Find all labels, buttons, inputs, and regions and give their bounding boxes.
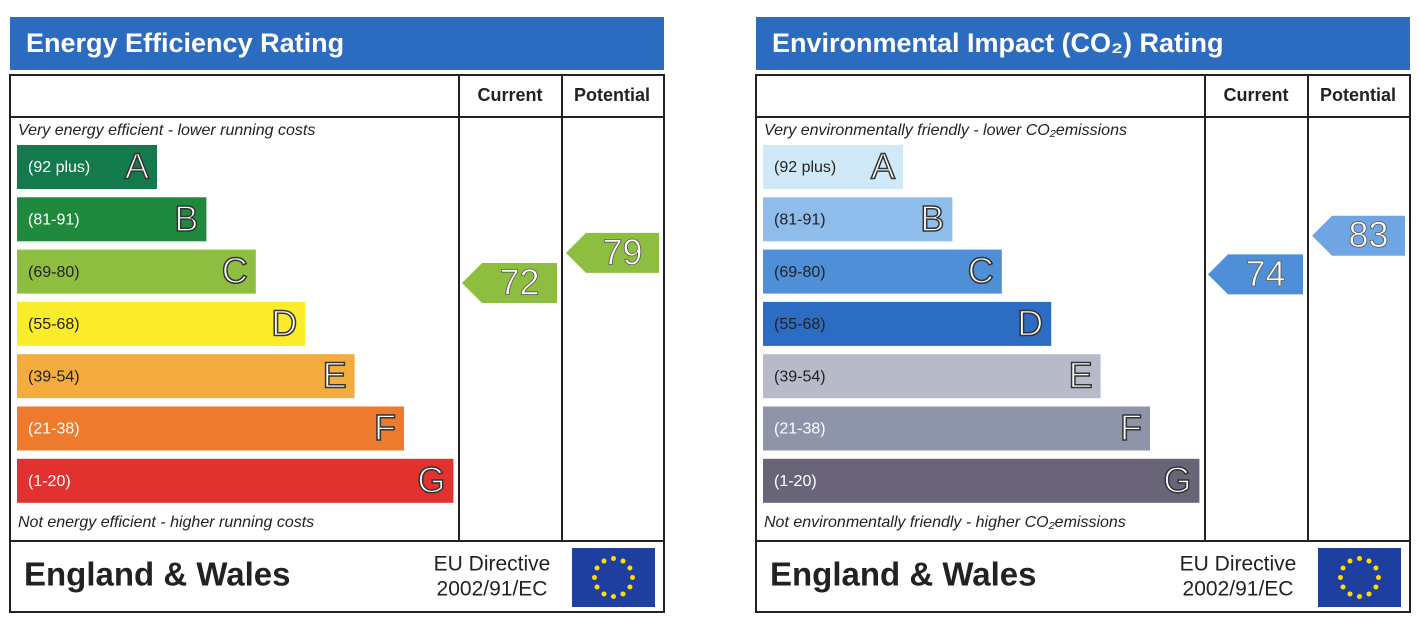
band-range: (92 plus)	[774, 159, 836, 176]
column-header: Potential	[1320, 85, 1396, 105]
flag-star	[627, 565, 633, 571]
band	[763, 354, 1101, 399]
bottom-note: Not energy efficient - higher running co…	[18, 514, 314, 531]
directive: EU Directive	[1180, 553, 1297, 576]
flag-star	[1347, 558, 1353, 564]
band-letter: A	[871, 146, 895, 187]
column-header: Current	[1223, 85, 1288, 105]
band-letter: B	[920, 198, 944, 239]
column-header: Current	[477, 85, 542, 105]
band	[763, 249, 1002, 294]
band-range: (81-91)	[774, 212, 826, 229]
flag-star	[1376, 575, 1381, 580]
band-range: (1-20)	[774, 473, 817, 490]
flag-star	[1340, 584, 1346, 590]
band-range: (69-80)	[774, 264, 826, 281]
band-letter: C	[222, 250, 248, 291]
title-bar	[10, 17, 664, 70]
rating-arrow	[462, 263, 557, 303]
flag-star	[1357, 594, 1362, 599]
band-letter: A	[125, 146, 149, 187]
rating-arrow	[566, 232, 659, 273]
flag-star	[601, 591, 607, 597]
top-note: Very energy efficient - lower running co…	[18, 122, 315, 139]
band	[17, 145, 157, 189]
band-letter: G	[1163, 459, 1191, 500]
band-letter: E	[1069, 355, 1093, 396]
flag-star	[1373, 584, 1379, 590]
flag-star	[620, 558, 626, 564]
band-range: (21-38)	[774, 421, 826, 438]
band	[17, 406, 404, 451]
band-letter: D	[271, 302, 297, 343]
rating-panel: Environmental Impact (CO₂) Rating Current…	[755, 17, 1411, 613]
band	[17, 354, 355, 399]
band-range: (39-54)	[774, 368, 826, 385]
directive: 2002/91/EC	[1183, 578, 1294, 601]
directive: 2002/91/EC	[437, 578, 548, 601]
rating-value: 79	[602, 231, 642, 272]
flag-star	[1338, 575, 1343, 580]
band-range: (55-68)	[774, 316, 826, 333]
band-letter: E	[323, 355, 347, 396]
rating-value: 72	[499, 262, 539, 303]
band	[17, 301, 306, 346]
band	[763, 145, 903, 189]
region: England & Wales	[770, 556, 1036, 593]
band-range: (81-91)	[28, 212, 80, 229]
flag-star	[620, 591, 626, 597]
flag-star	[627, 584, 633, 590]
flag-star	[611, 556, 616, 561]
title-bar	[756, 17, 1410, 70]
flag-star	[1340, 565, 1346, 571]
band-range: (39-54)	[28, 368, 80, 385]
band	[763, 458, 1200, 503]
flag-star	[630, 575, 635, 580]
band	[17, 249, 256, 294]
table-frame	[9, 74, 665, 613]
rating-value: 83	[1348, 214, 1388, 255]
bottom-note: Not environmentally friendly - higher CO…	[764, 514, 1126, 531]
band-letter: F	[374, 407, 396, 448]
flag-star	[594, 584, 600, 590]
table-frame	[755, 74, 1411, 613]
band	[763, 301, 1052, 346]
band-range: (69-80)	[28, 264, 80, 281]
flag-star	[611, 594, 616, 599]
directive: EU Directive	[434, 553, 551, 576]
band-letter: B	[174, 198, 198, 239]
band-range: (55-68)	[28, 316, 80, 333]
flag-star	[594, 565, 600, 571]
flag-star	[1357, 556, 1362, 561]
band-range: (21-38)	[28, 421, 80, 438]
rating-value: 74	[1245, 253, 1285, 294]
band-letter: C	[968, 250, 994, 291]
band-range: (1-20)	[28, 473, 71, 490]
flag-star	[1373, 565, 1379, 571]
rating-arrow	[1208, 254, 1303, 295]
top-note: Very environmentally friendly - lower CO…	[764, 122, 1127, 139]
region: England & Wales	[24, 556, 290, 593]
band-letter: D	[1017, 302, 1043, 343]
panel-title: Environmental Impact (CO₂) Rating	[772, 28, 1224, 58]
flag-star	[601, 558, 607, 564]
band-letter: F	[1120, 407, 1142, 448]
rating-panel: Energy Efficiency Rating Current Potential…	[9, 17, 665, 613]
band	[17, 197, 207, 242]
band-letter: G	[417, 459, 445, 500]
flag-star	[1366, 591, 1372, 597]
rating-arrow	[1312, 215, 1405, 256]
band-range: (92 plus)	[28, 159, 90, 176]
flag-star	[1347, 591, 1353, 597]
panel-title: Energy Efficiency Rating	[26, 28, 344, 58]
column-header: Potential	[574, 85, 650, 105]
band	[763, 406, 1150, 451]
band	[17, 458, 454, 503]
flag-star	[1366, 558, 1372, 564]
flag-star	[592, 575, 597, 580]
band	[763, 197, 953, 242]
